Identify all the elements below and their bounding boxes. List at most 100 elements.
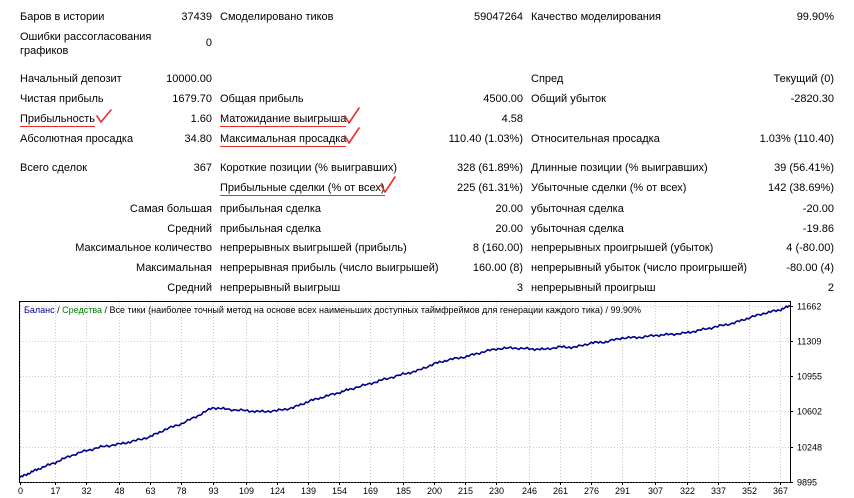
profit-trades-value: 225 (61.31%) [456,182,523,194]
maximal-label: Максимальная [136,262,212,274]
largest-profit-value: 20.00 [495,203,523,215]
quality-value: 99.90% [796,11,834,23]
chart-series [19,305,791,479]
avg-label: Средний [167,282,212,294]
total-trades-value: 367 [193,162,212,174]
chart-grid [20,302,790,483]
x-tick-label: 185 [396,486,411,496]
long-positions-value: 39 (56.41%) [774,162,834,174]
x-tick-label: 154 [332,486,347,496]
spread-label: Спред [531,73,564,85]
x-tick-label: 307 [648,486,663,496]
expected-payoff-label: Матожидание выигрыша [220,113,347,127]
max-cons-wins-value: 8 (160.00) [472,242,523,254]
max-cons-profit-value: 160.00 (8) [472,262,523,274]
average-label: Средний [167,223,212,235]
avg-cons-losses-label: непрерывный проигрыш [531,282,656,294]
bars-label: Баров в истории [20,11,105,23]
avg-cons-losses-value: 2 [827,282,834,294]
max-cons-loss-label: непрерывный убыток (число проигрышей) [531,262,748,274]
profit-factor-value: 1.60 [190,113,212,125]
expected-payoff-value: 4.58 [501,113,523,125]
largest-label: Самая большая [129,203,212,215]
rel-drawdown-label: Относительная просадка [531,133,660,145]
max-cons-losses-value: 4 (-80.00) [786,242,834,254]
ticks-label: Смоделировано тиков [220,11,334,23]
legend-balance: Баланс [24,305,55,315]
rel-drawdown-value: 1.03% (110.40) [759,133,834,145]
largest-profit-label: прибыльная сделка [220,203,322,215]
largest-loss-label: убыточная сделка [531,203,624,215]
profit-factor-label: Прибыльность [20,113,95,127]
check-mark-icon [344,127,360,144]
x-tick-label: 169 [363,486,378,496]
avg-cons-wins-label: непрерывный выигрыш [220,282,341,294]
gross-loss-value: -2820.30 [790,93,834,105]
y-tick-label: 10955 [797,372,822,382]
loss-trades-label: Убыточные сделки (% от всех) [531,182,687,194]
y-axis-ticks: 9895 10248 10602 10955 11309 11662 [790,302,822,488]
y-tick-label: 10602 [797,407,822,417]
errors-value: 0 [205,37,212,49]
x-tick-label: 276 [584,486,599,496]
x-tick-label: 230 [489,486,504,496]
long-positions-label: Длинные позиции (% выигравших) [531,162,708,174]
average-loss-value: -19.86 [802,223,834,235]
gross-profit-label: Общая прибыль [220,93,304,105]
x-tick-label: 32 [81,486,91,496]
gross-loss-label: Общий убыток [531,93,606,105]
total-trades-label: Всего сделок [20,162,88,174]
chart-legend: Баланс / Средства / Все тики (наиболее т… [24,305,641,315]
avg-cons-wins-value: 3 [516,282,523,294]
y-tick-label: 11662 [797,302,821,312]
x-tick-label: 261 [553,486,568,496]
legend-separator: / [55,305,63,315]
largest-loss-value: -20.00 [802,203,834,215]
x-tick-label: 215 [458,486,473,496]
max-cons-profit-label: непрерывная прибыль (число выигрышей) [220,262,439,274]
max-cons-loss-value: -80.00 (4) [786,262,834,274]
x-tick-label: 367 [773,486,788,496]
x-tick-label: 322 [680,486,695,496]
deposit-value: 10000.00 [166,73,212,85]
check-mark-icon [380,176,396,193]
average-profit-label: прибыльная сделка [220,223,322,235]
x-tick-label: 93 [208,486,218,496]
legend-separator: / [603,305,611,315]
balance-line [19,305,791,479]
x-tick-label: 17 [50,486,60,496]
gross-profit-value: 4500.00 [483,93,523,105]
abs-drawdown-value: 34.80 [184,133,212,145]
x-tick-label: 246 [522,486,537,496]
spread-value: Текущий (0) [773,73,835,85]
short-positions-label: Короткие позиции (% выигравших) [220,162,398,174]
legend-method: Все тики (наиболее точный метод на основ… [110,305,603,315]
bars-value: 37439 [181,11,212,23]
y-tick-label: 9895 [797,478,817,488]
max-cons-wins-label: непрерывных выигрышей (прибыль) [220,242,407,254]
x-tick-label: 291 [615,486,630,496]
legend-quality: 99.90% [611,305,642,315]
max-drawdown-label: Максимальная просадка [220,133,347,147]
x-axis-ticks: 0 17 32 48 63 78 93 109 124 139 154 169 185 200 215 230… [18,482,788,496]
max-cons-losses-label: непрерывных проигрышей (убыток) [531,242,714,254]
short-positions-value: 328 (61.89%) [456,162,523,174]
check-mark-icon [96,109,112,123]
deposit-label: Начальный депозит [20,73,122,85]
max-count-label: Максимальное количество [75,242,212,254]
x-tick-label: 63 [145,486,155,496]
abs-drawdown-label: Абсолютная просадка [20,133,134,145]
x-tick-label: 48 [114,486,124,496]
x-tick-label: 124 [270,486,285,496]
quality-label: Качество моделирования [531,11,661,23]
x-tick-label: 139 [301,486,316,496]
x-tick-label: 352 [742,486,757,496]
x-tick-label: 337 [711,486,726,496]
chart-plot-border [19,301,791,483]
max-drawdown-value: 110.40 (1.03%) [448,133,523,145]
balance-chart-svg: 9895 10248 10602 10955 11309 11662 0 17 32 48 63 7… [18,301,822,496]
legend-equity: Средства [62,305,102,315]
x-tick-label: 0 [18,486,23,496]
y-tick-label: 11309 [797,337,821,347]
x-tick-label: 109 [239,486,254,496]
